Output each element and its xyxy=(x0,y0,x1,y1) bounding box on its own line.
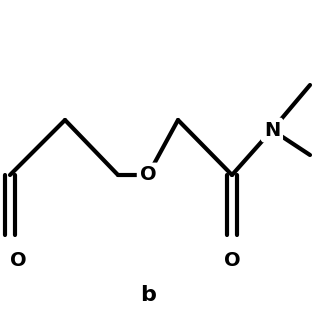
Text: O: O xyxy=(224,251,240,270)
Text: N: N xyxy=(264,120,280,139)
Text: O: O xyxy=(10,251,26,270)
Text: b: b xyxy=(140,285,156,305)
Text: O: O xyxy=(140,166,156,185)
